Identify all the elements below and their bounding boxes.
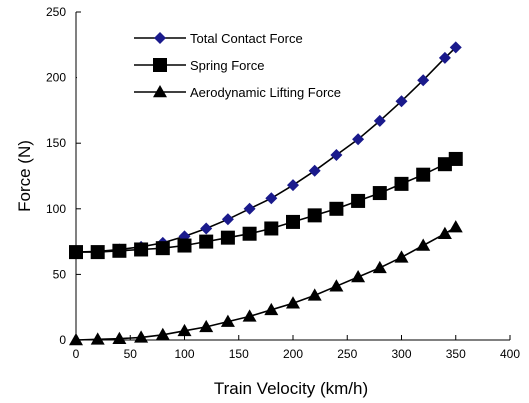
series-3-point <box>177 323 192 337</box>
series-3-point <box>307 288 322 301</box>
series-1-point <box>221 213 234 226</box>
series-2-point <box>437 157 452 172</box>
series-2-point <box>329 201 344 216</box>
series-2-point <box>155 241 170 256</box>
series-2-point <box>286 214 300 229</box>
series-2-point <box>242 226 257 241</box>
x-tick-label: 200 <box>283 347 303 361</box>
series-2-point <box>134 242 149 257</box>
series-1-point <box>308 164 321 177</box>
series-3-point <box>286 296 300 309</box>
series-2-point <box>199 234 214 249</box>
series-2-point <box>177 238 192 253</box>
series-1-point <box>438 51 451 64</box>
series-line-2 <box>76 158 457 253</box>
series-3-point <box>199 319 214 333</box>
legend-background <box>77 16 377 102</box>
legend-label-3: Aerodynamic Lifting Force <box>190 85 341 100</box>
series-1-point <box>243 202 256 215</box>
x-tick-label: 350 <box>446 347 466 361</box>
x-tick-label: 300 <box>391 347 411 361</box>
series-1-point <box>373 114 386 127</box>
y-tick-label: 250 <box>46 5 66 19</box>
y-tick-label: 50 <box>53 267 67 281</box>
series-2-point <box>307 208 322 223</box>
series-1-point <box>265 192 278 205</box>
series-3-point <box>351 270 366 283</box>
series-2-point <box>112 243 127 258</box>
series-1-point <box>287 179 299 192</box>
series-2-point <box>416 167 431 182</box>
series-3-point <box>372 260 387 274</box>
series-1-point <box>200 222 213 235</box>
series-3-point <box>155 327 170 341</box>
series-3-point <box>90 332 105 345</box>
x-tick-label: 150 <box>229 347 249 361</box>
legend-marker-2 <box>153 58 167 72</box>
series-2-point <box>264 221 279 236</box>
series-3-point <box>416 238 431 251</box>
y-tick-label: 200 <box>46 71 66 85</box>
series-2-point <box>220 230 235 245</box>
series-3-point <box>329 279 344 292</box>
y-tick-label: 150 <box>46 136 66 150</box>
series-2-point <box>448 151 463 166</box>
x-tick-label: 250 <box>337 347 357 361</box>
series-2-point <box>394 176 409 191</box>
series-3-point <box>448 220 463 233</box>
series-line-3 <box>75 226 457 341</box>
series-1-point <box>330 149 343 162</box>
series-1-point <box>417 74 430 87</box>
x-tick-label: 0 <box>73 347 80 361</box>
series-1-point <box>449 41 462 54</box>
legend-label-1: Total Contact Force <box>190 31 303 46</box>
x-tick-label: 400 <box>500 347 520 361</box>
series-2-point <box>351 193 366 208</box>
series-1-point <box>352 133 365 146</box>
x-tick-label: 50 <box>124 347 138 361</box>
series-2-point <box>90 245 105 260</box>
legend: Total Contact Force Spring Force Aerodynam… <box>77 16 377 102</box>
y-axis-title: Force (N) <box>15 140 34 212</box>
legend-label-2: Spring Force <box>190 58 264 73</box>
series-3-point <box>437 226 452 239</box>
x-tick-label: 100 <box>174 347 194 361</box>
legend-marker-1 <box>154 32 166 44</box>
x-axis-title: Train Velocity (km/h) <box>214 379 368 398</box>
legend-marker-3 <box>153 85 167 98</box>
series-3-point <box>242 309 257 322</box>
y-tick-label: 0 <box>59 333 66 347</box>
series-3-point <box>394 250 409 263</box>
series-3-point <box>112 331 127 344</box>
y-tick-label: 100 <box>46 202 66 216</box>
series-1-point <box>395 95 408 108</box>
series-3-point <box>220 314 235 327</box>
plot-area <box>69 41 463 346</box>
series-3-point <box>264 302 279 316</box>
series-2-point <box>372 186 387 201</box>
